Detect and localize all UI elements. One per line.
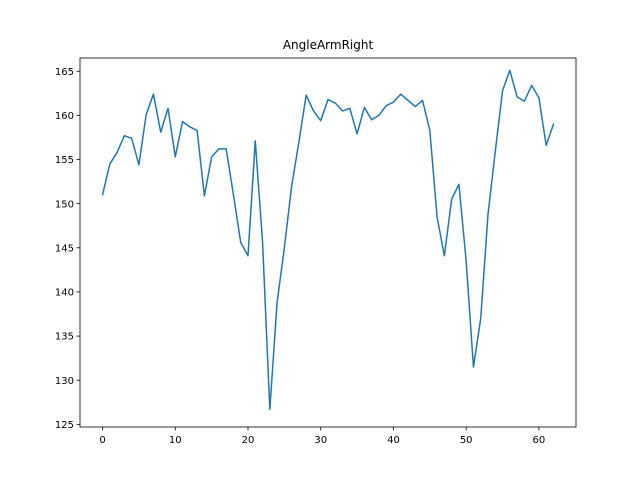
y-tick-label: 155 bbox=[55, 155, 74, 166]
y-tick-label: 130 bbox=[55, 376, 74, 387]
x-tick-label: 60 bbox=[533, 435, 546, 446]
series-line bbox=[101, 69, 555, 411]
y-tick-label: 125 bbox=[55, 420, 74, 431]
y-tick-label: 135 bbox=[55, 332, 74, 343]
y-tick-label: 165 bbox=[55, 67, 74, 78]
y-tick-label: 145 bbox=[55, 243, 74, 254]
x-axis: 0 10 20 30 40 50 60 bbox=[99, 427, 545, 446]
plot-frame bbox=[79, 57, 577, 428]
y-axis: 125 130 135 140 145 150 155 160 165 bbox=[55, 67, 80, 431]
y-tick-label: 150 bbox=[55, 199, 74, 210]
x-tick-label: 10 bbox=[169, 435, 182, 446]
x-tick-label: 50 bbox=[460, 435, 473, 446]
x-tick-label: 30 bbox=[314, 435, 327, 446]
x-tick-label: 20 bbox=[242, 435, 255, 446]
x-tick-label: 40 bbox=[387, 435, 400, 446]
chart-title: AngleArmRight bbox=[283, 38, 374, 52]
plot-area bbox=[101, 69, 555, 411]
y-tick-label: 140 bbox=[55, 288, 74, 299]
y-tick-label: 160 bbox=[55, 111, 74, 122]
x-tick-label: 0 bbox=[99, 435, 105, 446]
